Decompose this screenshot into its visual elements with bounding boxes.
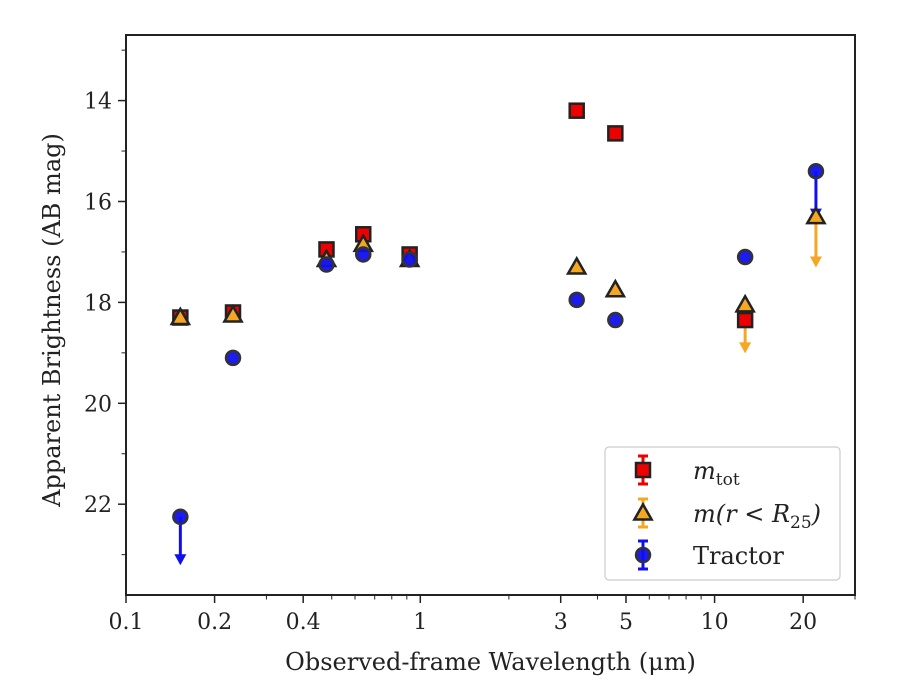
upper-limit-arrow-head (809, 256, 822, 268)
x-tick-label: 1 (413, 610, 427, 635)
x-tick-label: 10 (701, 610, 729, 635)
legend-marker-2 (634, 546, 652, 564)
x-tick-label: 20 (789, 610, 817, 635)
y-tick-label: 16 (84, 190, 112, 215)
data-point (224, 349, 242, 367)
y-tick-label: 22 (84, 493, 112, 518)
data-point (607, 311, 624, 329)
y-axis-label: Apparent Brightness (AB mag) (38, 133, 66, 508)
data-point (736, 311, 754, 329)
data-point (805, 205, 827, 225)
x-tick-label: 0.4 (286, 610, 321, 635)
data-point (807, 162, 825, 180)
legend-label-2: Tractor (693, 542, 784, 570)
data-point (169, 306, 192, 326)
x-axis-label: Observed-frame Wavelength (μm) (285, 648, 696, 676)
data-point (318, 256, 335, 273)
y-tick-label: 14 (84, 90, 112, 115)
legend-label-1: m(r < R25) (693, 500, 821, 533)
data-point (355, 246, 372, 263)
data-point (604, 278, 627, 298)
upper-limit-arrow-head (174, 554, 187, 566)
x-axis-ticks: 0.1 0.2 0.4 1 3 5 10 20 (109, 595, 856, 635)
y-tick-label: 18 (84, 291, 112, 316)
data-point (607, 125, 624, 142)
data-point (565, 255, 588, 275)
data-point (172, 508, 189, 526)
y-axis-ticks: 14 16 18 20 22 (84, 49, 126, 556)
upper-limit-arrow-head (739, 342, 752, 354)
data-point (568, 102, 585, 119)
series-1 (169, 205, 827, 326)
series-2 (172, 162, 825, 526)
data-point (401, 251, 418, 268)
data-point (734, 293, 756, 313)
legend: mtot m(r < R25) Tractor (604, 446, 841, 581)
x-tick-label: 0.1 (109, 610, 144, 635)
x-tick-label: 3 (554, 610, 568, 635)
legend-marker-1 (632, 501, 654, 521)
legend-label-0: mtot (693, 457, 740, 490)
legend-box (604, 446, 841, 581)
x-tick-label: 5 (619, 610, 633, 635)
legend-marker-0 (634, 461, 652, 479)
data-point (568, 291, 585, 309)
data-points (169, 102, 827, 526)
y-tick-label: 20 (84, 392, 112, 417)
x-tick-label: 0.2 (197, 610, 232, 635)
data-point (736, 248, 754, 266)
series-0 (172, 102, 754, 329)
data-point (222, 303, 244, 323)
plot-area-frame (125, 34, 856, 596)
